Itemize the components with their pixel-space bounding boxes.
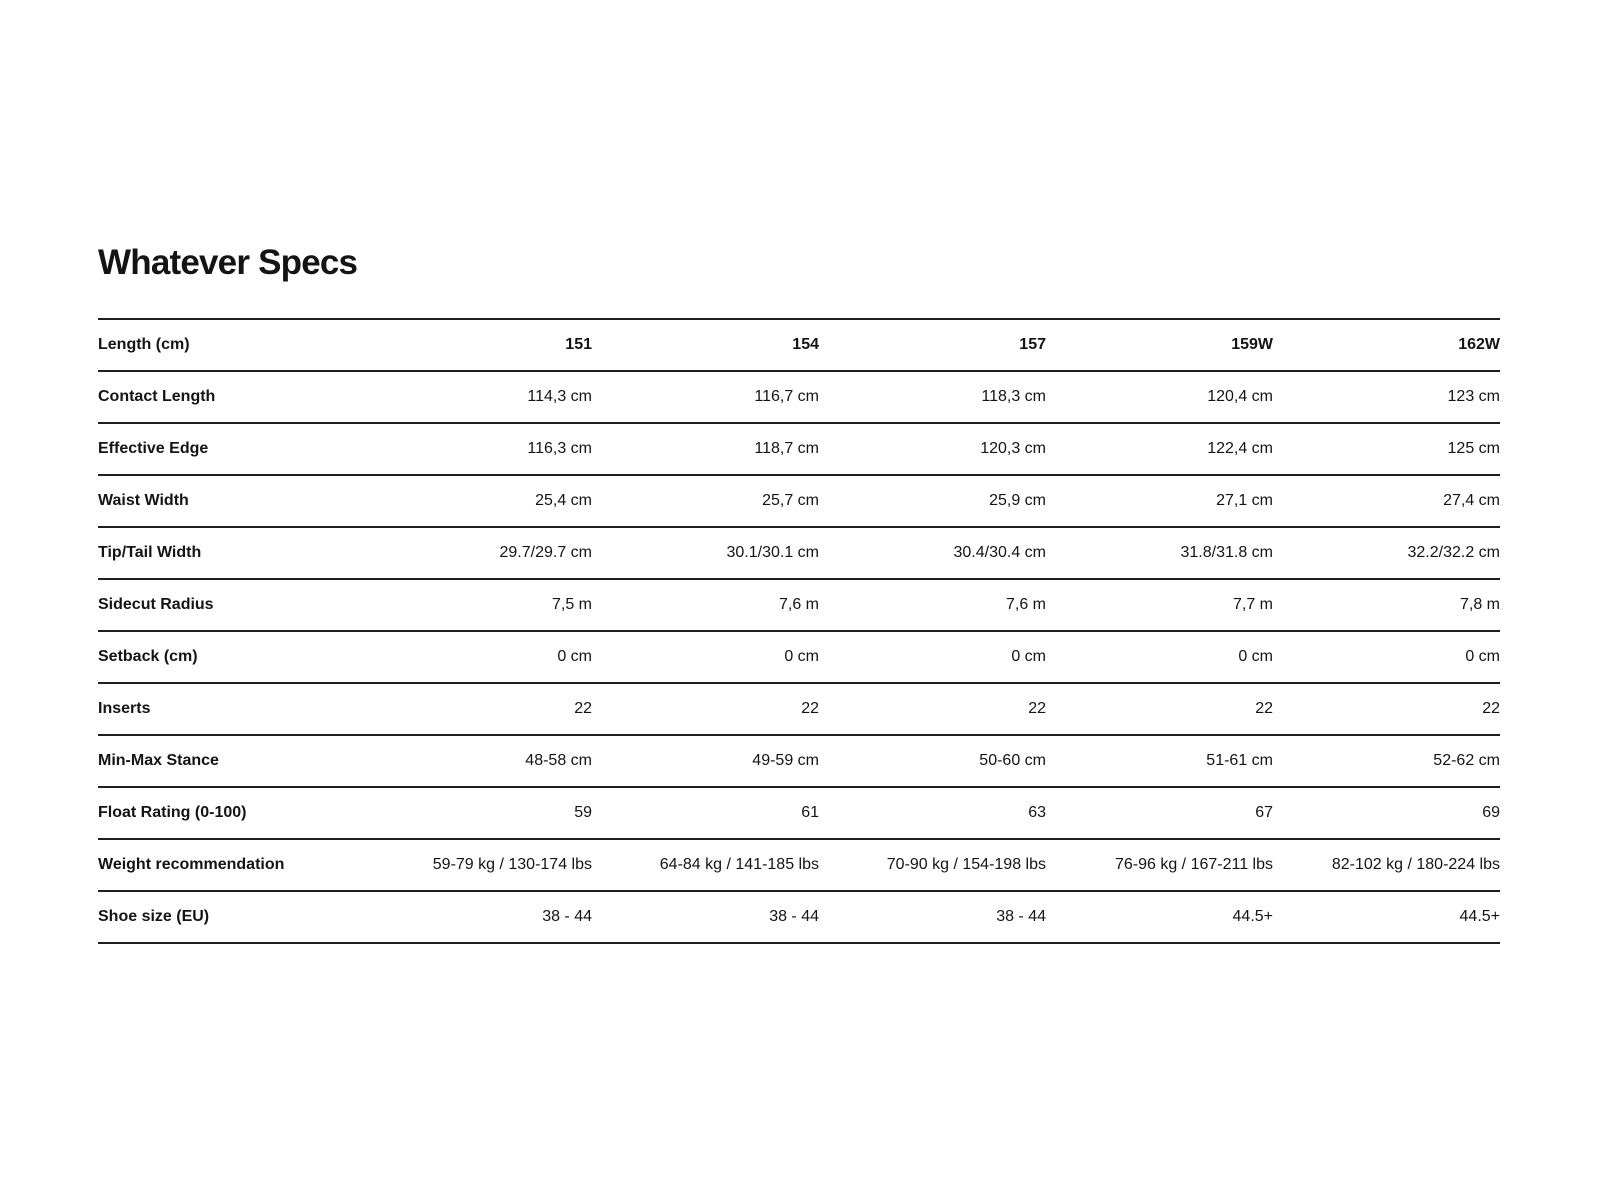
spec-row: Min-Max Stance 48-58 cm 49-59 cm 50-60 c… <box>98 735 1500 787</box>
spec-row: Contact Length 114,3 cm 116,7 cm 118,3 c… <box>98 371 1500 423</box>
spec-cell: 0 cm <box>1011 648 1046 665</box>
spec-cell: 76-96 kg / 167-211 lbs <box>1114 856 1273 873</box>
spec-row-label: Float Rating (0-100) <box>98 804 247 821</box>
spec-row: Waist Width 25,4 cm 25,7 cm 25,9 cm 27,1… <box>98 475 1500 527</box>
spec-row: Shoe size (EU) 38 - 44 38 - 44 38 - 44 4… <box>98 891 1500 943</box>
spec-cell: 0 cm <box>784 648 819 665</box>
spec-cell: 25,9 cm <box>989 492 1046 509</box>
spec-cell: 30.4/30.4 cm <box>953 544 1047 561</box>
spec-cell: 31.8/31.8 cm <box>1180 544 1274 561</box>
spec-cell: 116,7 cm <box>754 388 819 405</box>
spec-row-label: Tip/Tail Width <box>98 544 202 561</box>
spec-cell: 7,7 m <box>1232 596 1273 613</box>
spec-cell: 27,1 cm <box>1216 492 1273 509</box>
spec-cell: 44.5+ <box>1232 908 1273 925</box>
spec-header-label: Length (cm) <box>98 336 190 353</box>
spec-cell: 44.5+ <box>1459 908 1500 925</box>
spec-row-label: Sidecut Radius <box>98 596 214 613</box>
spec-cell: 38 - 44 <box>769 908 819 925</box>
spec-cell: 114,3 cm <box>527 388 592 405</box>
spec-row-label: Effective Edge <box>98 440 209 457</box>
spec-cell: 52-62 cm <box>1433 752 1500 769</box>
spec-cell: 51-61 cm <box>1206 752 1273 769</box>
spec-cell: 59-79 kg / 130-174 lbs <box>432 856 592 873</box>
spec-cell: 48-58 cm <box>525 752 592 769</box>
spec-row-label: Shoe size (EU) <box>98 908 210 925</box>
spec-cell: 118,3 cm <box>981 388 1046 405</box>
spec-row-label: Weight recommendation <box>98 856 285 873</box>
spec-cell: 22 <box>574 700 592 717</box>
spec-row: Setback (cm) 0 cm 0 cm 0 cm 0 cm 0 cm <box>98 631 1500 683</box>
spec-row-label: Inserts <box>98 700 151 717</box>
spec-row: Float Rating (0-100) 59 61 63 67 69 <box>98 787 1500 839</box>
spec-header-value: 157 <box>1019 336 1046 353</box>
spec-row-label: Setback (cm) <box>98 648 198 665</box>
spec-cell: 122,4 cm <box>1207 440 1273 457</box>
spec-cell: 25,4 cm <box>535 492 592 509</box>
spec-row: Weight recommendation 59-79 kg / 130-174… <box>98 839 1500 891</box>
spec-cell: 123 cm <box>1447 388 1500 405</box>
spec-cell: 22 <box>1255 700 1273 717</box>
spec-header-value: 162W <box>1458 336 1500 353</box>
spec-row-label: Min-Max Stance <box>98 752 219 769</box>
spec-cell: 29.7/29.7 cm <box>499 544 593 561</box>
spec-cell: 25,7 cm <box>762 492 819 509</box>
spec-cell: 30.1/30.1 cm <box>726 544 820 561</box>
spec-row-label: Contact Length <box>98 388 216 405</box>
spec-cell: 0 cm <box>1238 648 1273 665</box>
spec-cell: 22 <box>1028 700 1046 717</box>
spec-cell: 7,6 m <box>1005 596 1046 613</box>
spec-cell: 82-102 kg / 180-224 lbs <box>1331 856 1500 873</box>
spec-cell: 116,3 cm <box>527 440 592 457</box>
spec-cell: 22 <box>801 700 819 717</box>
spec-table: Length (cm) 151 154 157 159W 162W Contac… <box>98 318 1500 944</box>
spec-cell: 38 - 44 <box>996 908 1046 925</box>
spec-cell: 59 <box>574 804 592 821</box>
spec-row-label: Waist Width <box>98 492 189 509</box>
spec-header-row: Length (cm) 151 154 157 159W 162W <box>98 319 1500 371</box>
spec-row: Inserts 22 22 22 22 22 <box>98 683 1500 735</box>
spec-cell: 69 <box>1482 804 1500 821</box>
spec-cell: 61 <box>801 804 819 821</box>
spec-cell: 120,3 cm <box>980 440 1046 457</box>
spec-cell: 63 <box>1028 804 1046 821</box>
spec-cell: 27,4 cm <box>1443 492 1500 509</box>
spec-cell: 38 - 44 <box>542 908 592 925</box>
spec-row: Sidecut Radius 7,5 m 7,6 m 7,6 m 7,7 m 7… <box>98 579 1500 631</box>
spec-cell: 64-84 kg / 141-185 lbs <box>659 856 819 873</box>
spec-cell: 0 cm <box>557 648 592 665</box>
spec-cell: 7,8 m <box>1459 596 1500 613</box>
spec-cell: 67 <box>1255 804 1273 821</box>
spec-cell: 7,6 m <box>778 596 819 613</box>
spec-cell: 120,4 cm <box>1207 388 1273 405</box>
spec-cell: 118,7 cm <box>754 440 819 457</box>
spec-cell: 0 cm <box>1465 648 1500 665</box>
page-title: Whatever Specs <box>98 243 358 282</box>
spec-header-value: 154 <box>792 336 819 353</box>
spec-cell: 70-90 kg / 154-198 lbs <box>886 856 1046 873</box>
spec-cell: 7,5 m <box>551 596 592 613</box>
spec-cell: 22 <box>1482 700 1500 717</box>
spec-header-value: 159W <box>1231 336 1273 353</box>
spec-cell: 125 cm <box>1447 440 1500 457</box>
spec-row: Tip/Tail Width 29.7/29.7 cm 30.1/30.1 cm… <box>98 527 1500 579</box>
spec-cell: 50-60 cm <box>979 752 1046 769</box>
spec-cell: 32.2/32.2 cm <box>1407 544 1501 561</box>
spec-row: Effective Edge 116,3 cm 118,7 cm 120,3 c… <box>98 423 1500 475</box>
spec-header-value: 151 <box>565 336 592 353</box>
spec-cell: 49-59 cm <box>752 752 819 769</box>
